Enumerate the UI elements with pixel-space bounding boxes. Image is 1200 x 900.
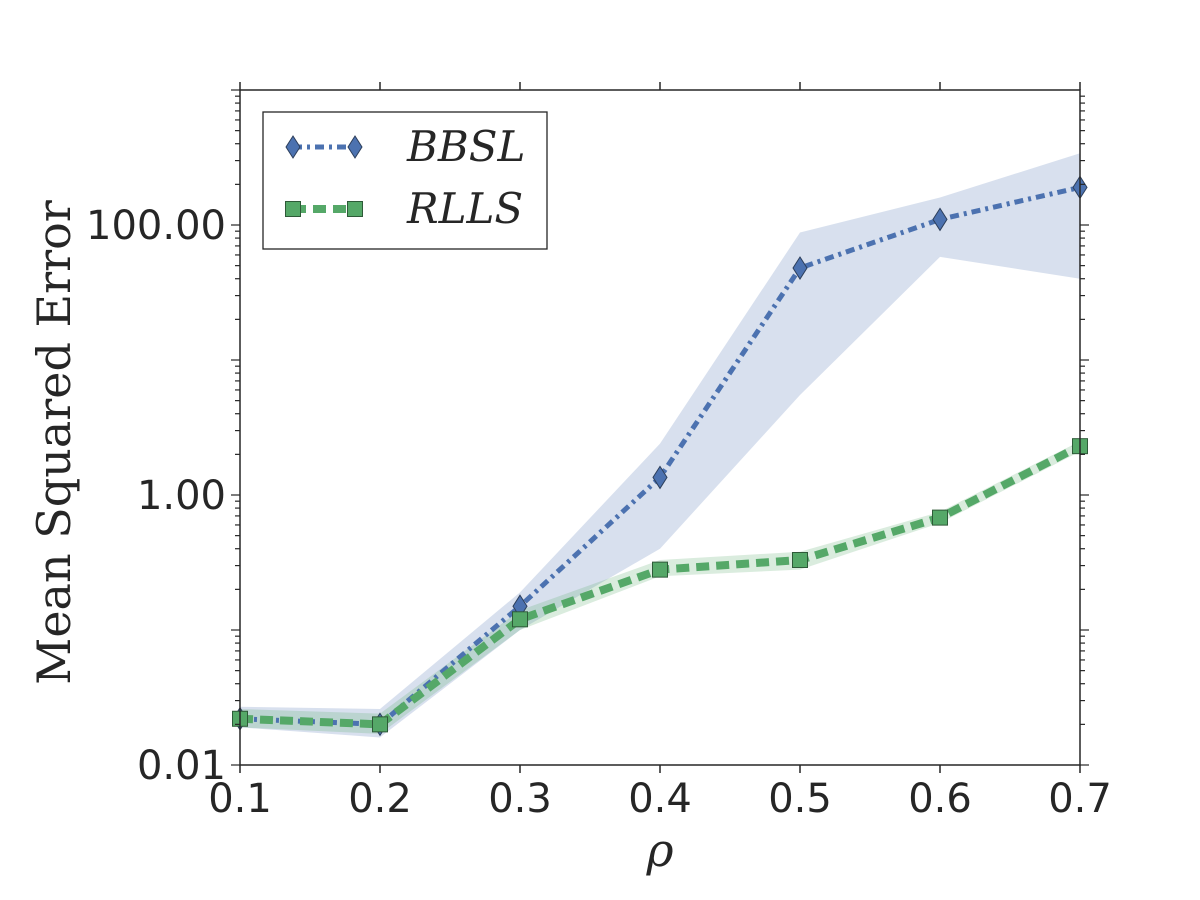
rlls-marker xyxy=(652,561,668,578)
axis-tick-labels: 0.1 0.2 0.3 0.4 0.5 0.6 0.7 0.01 1.00 100.00 xyxy=(86,203,1112,822)
x-tick-label: 0.2 xyxy=(348,776,412,822)
legend-box xyxy=(262,111,548,250)
x-tick-label: 0.1 xyxy=(208,776,272,822)
series-markers xyxy=(232,175,1088,737)
x-tick-label: 0.5 xyxy=(768,776,832,822)
y-axis-title: Mean Squared Error xyxy=(27,200,81,685)
rlls-legend-label: RLLS xyxy=(406,184,523,233)
bbsl-legend-label: BBSL xyxy=(406,122,525,171)
y-tick-label: 100.00 xyxy=(86,203,226,249)
axis-ticks xyxy=(231,82,1089,773)
bbsl-legend-marker xyxy=(347,135,363,159)
x-tick-label: 0.4 xyxy=(628,776,692,822)
legend: BBSL RLLS xyxy=(262,111,548,250)
bbsl-marker xyxy=(932,207,948,232)
bbsl-legend-marker xyxy=(285,135,301,159)
x-tick-label: 0.6 xyxy=(908,776,972,822)
x-tick-label: 0.3 xyxy=(488,776,552,822)
rlls-legend-marker xyxy=(285,201,301,217)
rlls-marker xyxy=(512,611,528,628)
rlls-marker xyxy=(932,509,948,526)
error-bands xyxy=(240,153,1080,738)
bbsl-confidence-band xyxy=(240,153,1080,738)
bbsl-marker xyxy=(792,256,808,280)
rlls-marker xyxy=(792,552,808,569)
y-tick-label: 1.00 xyxy=(137,473,226,519)
rlls-legend-marker xyxy=(347,201,363,217)
rlls-marker xyxy=(372,716,388,733)
x-tick-label: 0.7 xyxy=(1048,776,1112,822)
bbsl-marker xyxy=(652,465,668,490)
x-axis-title: ρ xyxy=(645,823,673,877)
y-tick-label: 0.01 xyxy=(137,743,226,789)
